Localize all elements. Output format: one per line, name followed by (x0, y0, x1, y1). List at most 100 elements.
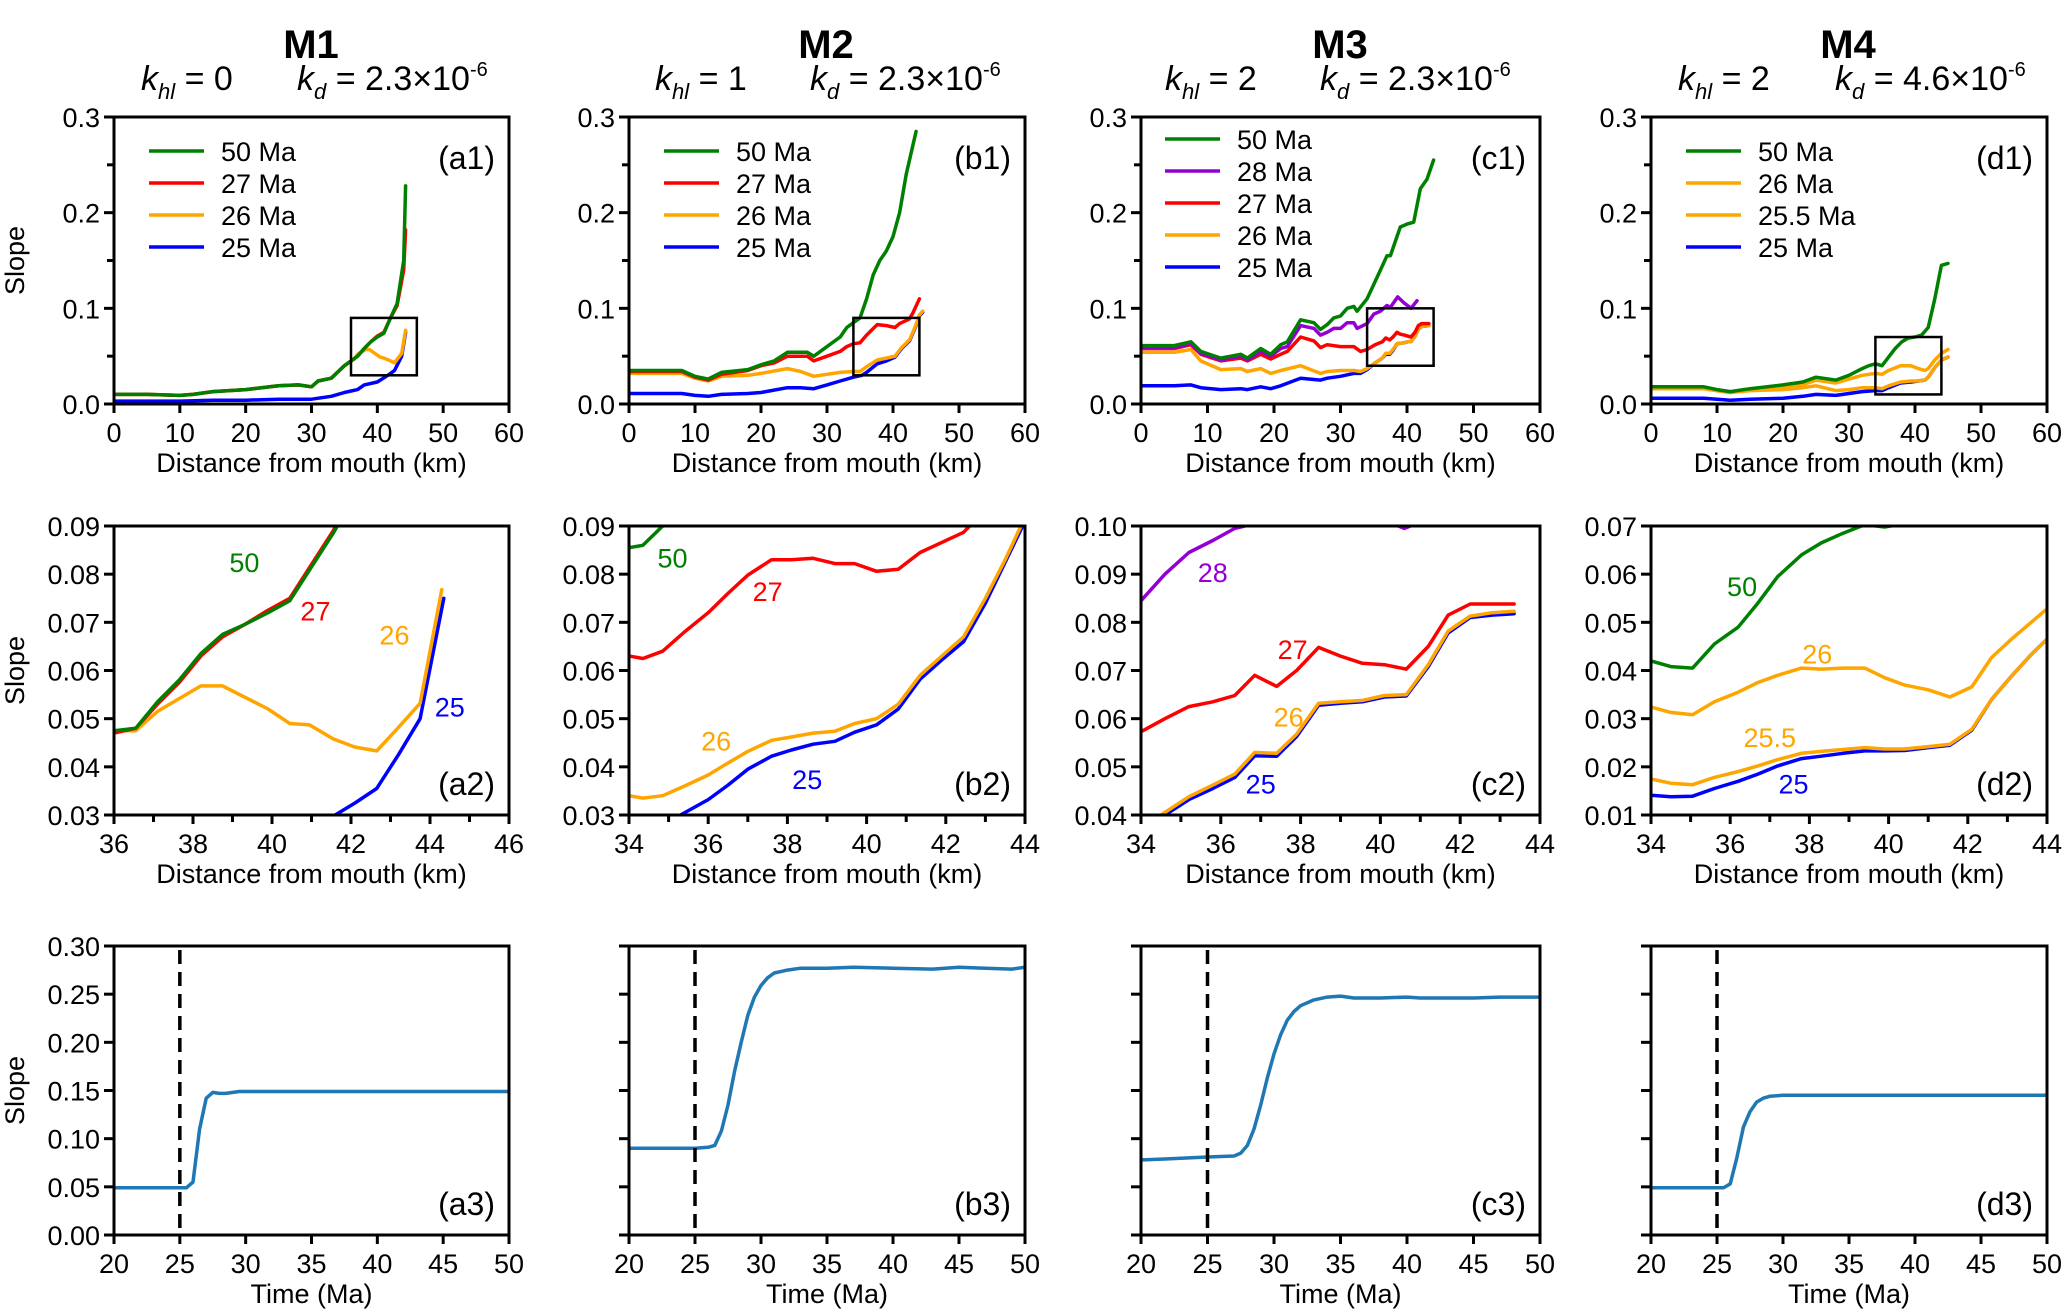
series-line-27-ma (629, 297, 922, 382)
x-tick-label: 36 (693, 829, 723, 859)
y-tick-label: 0.30 (47, 932, 100, 962)
khl-label: khl = 0 (141, 60, 233, 104)
x-tick-label: 40 (1900, 1249, 1930, 1279)
series-line-slope (1651, 1093, 2047, 1190)
curve-label-27-ma: 27 (300, 596, 330, 626)
parameter-label-m1: khl = 0 kd = 2.3×10-6 (141, 59, 488, 104)
curve-label-50-ma: 50 (1727, 572, 1757, 602)
series-line-50-ma (1651, 261, 1950, 394)
x-tick-label: 0 (1643, 418, 1658, 448)
legend-label: 50 Ma (1237, 125, 1313, 155)
x-tick-label: 20 (746, 418, 776, 448)
x-tick-label: 30 (231, 1249, 261, 1279)
parameter-label-m2: khl = 1 kd = 2.3×10-6 (655, 59, 1001, 104)
x-tick-label: 30 (1325, 418, 1355, 448)
panel-a3: 20 25 30 35 40 45 50 0.00 0.05 0.10 0.15 0.20 0.25 0.… (0, 932, 524, 1309)
legend-label: 26 Ma (1758, 169, 1834, 199)
zoom-region-box (852, 316, 921, 377)
legend-item-50-ma: 50 Ma (149, 137, 297, 167)
series-line-26-ma (114, 587, 444, 753)
series-line-25-ma (1141, 323, 1431, 392)
y-axis-label: Slope (0, 226, 30, 295)
series-line-27-ma (1141, 602, 1516, 734)
x-tick-label: 40 (878, 418, 908, 448)
x-tick-label: 44 (1010, 829, 1040, 859)
y-tick-label: 0.08 (562, 560, 615, 590)
curve-label-26-ma: 26 (1274, 702, 1304, 732)
series-line-slope (629, 965, 1025, 1151)
y-tick-label: 0.05 (1584, 608, 1637, 638)
x-tick-label: 40 (362, 1249, 392, 1279)
series-line-25-5-ma (1651, 637, 2047, 787)
legend-item-27-ma: 27 Ma (1165, 189, 1313, 219)
x-tick-label: 30 (746, 1249, 776, 1279)
khl-label: khl = 2 (1165, 60, 1257, 104)
plot-area (1651, 1093, 2047, 1190)
x-tick-label: 40 (1874, 829, 1904, 859)
x-axis-label: Distance from mouth (km) (1694, 859, 2005, 889)
y-tick-label: 0.04 (562, 753, 615, 783)
plot-area (1141, 158, 1436, 392)
y-tick-label: 0.07 (47, 608, 100, 638)
parameter-labels: khl = 0 kd = 2.3×10-6 khl = 1 kd = 2.3×10-6… (141, 59, 2026, 104)
legend-label: 25.5 Ma (1758, 201, 1857, 231)
plot-area (114, 1089, 509, 1190)
x-tick-label: 50 (1525, 1249, 1555, 1279)
panel-tag: (d3) (1976, 1186, 2033, 1222)
x-axis-label: Distance from mouth (km) (1185, 448, 1496, 478)
y-tick-label: 0.08 (1074, 608, 1127, 638)
panel-tag: (b1) (954, 140, 1011, 176)
x-tick-label: 60 (1010, 418, 1040, 448)
plot-area (1651, 526, 2047, 799)
y-axis-label: Slope (0, 636, 30, 705)
panel-c3: 20 25 30 35 40 45 50 Time (Ma) (c3) (1126, 944, 1555, 1309)
series-line-26-ma (629, 526, 1023, 800)
x-tick-label: 25 (165, 1249, 195, 1279)
y-tick-label: 0.0 (1089, 390, 1127, 420)
curve-label-26-ma: 26 (701, 726, 731, 756)
legend-item-26-ma: 26 Ma (1686, 169, 1834, 199)
legend-item-28-ma: 28 Ma (1165, 157, 1313, 187)
panel-tag: (b2) (954, 766, 1011, 802)
legend-item-50-ma: 50 Ma (1165, 125, 1313, 155)
y-tick-label: 0.00 (47, 1221, 100, 1251)
legend-label: 25 Ma (1237, 253, 1313, 283)
x-tick-label: 38 (1794, 829, 1824, 859)
series-line-slope (114, 1089, 509, 1190)
y-axis-label: Slope (0, 1056, 30, 1125)
x-tick-label: 50 (1966, 418, 1996, 448)
y-tick-label: 0.2 (1089, 199, 1127, 229)
series-line-25-ma (678, 526, 1025, 815)
x-tick-label: 40 (257, 829, 287, 859)
y-tick-label: 0.06 (1584, 560, 1637, 590)
zoom-region-box (1365, 307, 1435, 367)
y-tick-label: 0.07 (562, 608, 615, 638)
curve-label-25-5-ma: 25.5 (1744, 723, 1797, 753)
panel-a2: 36 38 40 42 44 46 0.03 0.04 0.05 0.06 0.07 0.08 0.09… (0, 512, 524, 889)
y-tick-label: 0.03 (1584, 705, 1637, 735)
x-tick-label: 30 (1768, 1249, 1798, 1279)
x-tick-label: 50 (944, 418, 974, 448)
curve-label-25-ma: 25 (435, 693, 465, 723)
x-axis-label: Distance from mouth (km) (672, 448, 983, 478)
plot-area (114, 184, 408, 403)
legend-label: 28 Ma (1237, 157, 1313, 187)
panel-tag: (c1) (1471, 140, 1526, 176)
x-tick-label: 20 (1768, 418, 1798, 448)
column-title-m2: M2 (798, 23, 854, 67)
x-tick-label: 50 (494, 1249, 524, 1279)
column-title-m1: M1 (283, 23, 339, 67)
curve-label-26-ma: 26 (1802, 640, 1832, 670)
y-tick-label: 0.05 (47, 1173, 100, 1203)
legend-item-25-ma: 25 Ma (664, 233, 812, 263)
legend-item-25-5-ma: 25.5 Ma (1686, 201, 1857, 231)
y-tick-label: 0.03 (562, 801, 615, 831)
panel-b2: 34 36 38 40 42 44 0.03 0.04 0.05 0.06 0.07 0.08 0.09… (562, 512, 1040, 889)
kd-label: kd = 4.6×10-6 (1835, 59, 2026, 104)
legend-item-27-ma: 27 Ma (149, 169, 297, 199)
x-tick-label: 42 (336, 829, 366, 859)
x-tick-label: 50 (1458, 418, 1488, 448)
